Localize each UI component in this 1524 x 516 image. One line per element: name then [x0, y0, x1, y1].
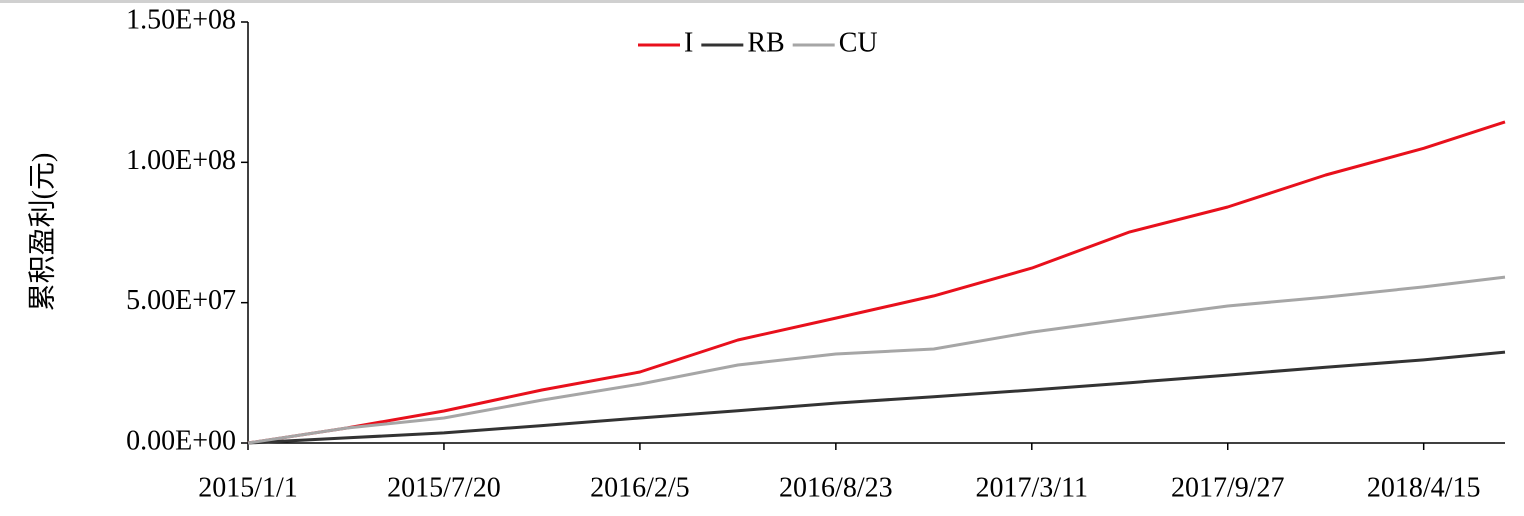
x-tick-label: 2016/8/23	[779, 472, 893, 503]
y-tick-label: 0.00E+00	[126, 425, 236, 456]
y-axis-label: 累积盈利(元)	[26, 153, 58, 312]
legend-label: RB	[747, 27, 784, 58]
x-tick-label: 2016/2/5	[590, 472, 690, 503]
top-border	[0, 0, 1524, 3]
x-tick-label: 2018/4/15	[1367, 472, 1481, 503]
legend-label: I	[684, 27, 693, 58]
x-tick-label: 2015/1/1	[198, 472, 298, 503]
series-line	[247, 120, 1506, 445]
x-tick-label: 2017/9/27	[1171, 472, 1285, 503]
legend-label: CU	[839, 27, 878, 58]
y-tick-label: 1.50E+08	[126, 4, 236, 35]
y-tick-label: 5.00E+07	[126, 285, 236, 316]
y-tick-label: 1.00E+08	[126, 145, 236, 176]
x-tick-label: 2017/3/11	[976, 472, 1089, 503]
series-line	[247, 275, 1506, 445]
series-line	[247, 350, 1506, 445]
x-tick-label: 2015/7/20	[387, 472, 501, 503]
